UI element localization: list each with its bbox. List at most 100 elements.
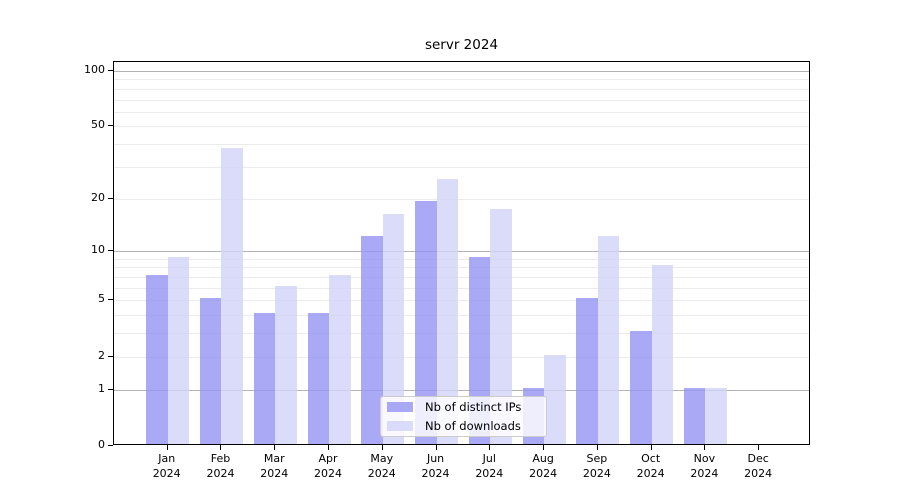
x-tick-month: Oct [641,452,661,465]
gridline-minor-70 [114,99,809,101]
gridline-minor-90 [114,79,809,81]
x-tick-apr [328,445,329,450]
bar-nb-of-distinct-ips-mar [253,313,276,444]
bar-nb-of-downloads-feb [221,148,243,444]
legend-swatch-downloads [387,421,413,431]
y-tick-label-100: 100 [84,62,105,76]
bar-nb-of-downloads-jan [167,256,190,444]
x-tick-year: 2024 [152,467,181,480]
x-tick-feb [220,445,222,450]
bar-nb-of-distinct-ips-jun [415,200,437,444]
y-tick-label-0: 0 [98,438,105,451]
x-tick-jan [166,445,168,450]
y-tick-label-20: 20 [91,190,105,204]
legend-item-downloads: Nb of downloads [387,418,540,433]
x-tick-label-jan: Jan 2024 [140,451,194,481]
y-tick-20 [108,197,113,199]
gridline-minor-8 [114,267,809,269]
y-tick-2 [108,355,113,357]
gridline-minor-9 [114,258,809,260]
bar-nb-of-distinct-ips-sep [576,298,598,444]
legend-swatch-distinct-ips [387,402,413,412]
bar-nb-of-downloads-sep [597,235,620,444]
x-tick-year: 2024 [367,467,396,480]
bar-nb-of-distinct-ips-feb [199,298,222,444]
x-tick-month: Aug [532,452,554,465]
gridline-minor-60 [114,111,809,113]
x-tick-month: Dec [747,452,769,465]
y-tick-50 [108,125,113,127]
y-tick-label-1: 1 [98,381,105,395]
x-tick-label-may: May 2024 [355,451,409,481]
y-tick-label-50: 50 [91,118,105,132]
x-tick-oct [650,445,652,450]
x-tick-label-oct: Oct 2024 [624,451,678,481]
gridline-minor-20 [114,198,809,200]
x-tick-year: 2024 [206,467,235,480]
y-tick-10 [108,250,113,252]
y-tick-1 [108,388,113,390]
x-tick-year: 2024 [744,467,773,480]
x-tick-year: 2024 [636,467,665,480]
gridline-minor-7 [114,277,809,279]
x-tick-label-sep: Sep 2024 [570,451,624,481]
x-tick-month: Feb [210,452,231,465]
x-tick-jul [489,445,491,450]
x-tick-month: Jul [482,452,496,465]
x-tick-may [381,445,383,450]
x-tick-label-dec: Dec 2024 [731,451,785,481]
bar-nb-of-distinct-ips-oct [630,331,652,444]
x-tick-year: 2024 [475,467,504,480]
x-tick-jun [435,445,437,450]
gridline-minor-6 [114,287,809,289]
gridline-minor-40 [114,144,809,146]
gridline-minor-30 [114,166,809,168]
gridline-major-10 [114,251,809,253]
x-tick-year: 2024 [690,467,719,480]
x-tick-year: 2024 [260,467,289,480]
bar-nb-of-downloads-may [382,213,405,444]
x-tick-label-feb: Feb 2024 [193,451,247,481]
x-tick-label-jul: Jul 2024 [462,451,516,481]
x-tick-label-aug: Aug 2024 [516,451,570,481]
bar-nb-of-downloads-nov [705,387,727,444]
x-tick-sep [596,445,598,450]
bar-nb-of-downloads-apr [329,275,351,444]
x-tick-year: 2024 [529,467,558,480]
x-tick-nov [704,445,706,450]
bar-nb-of-downloads-jun [436,179,459,444]
gridline-minor-3 [114,333,809,335]
gridline-minor-2 [114,356,809,358]
x-tick-month: Jun [426,452,445,465]
x-tick-mar [274,445,276,450]
x-tick-label-jun: Jun 2024 [409,451,463,481]
plot-area [113,61,810,445]
bar-nb-of-distinct-ips-apr [307,313,329,444]
gridline-minor-4 [114,315,809,317]
y-tick-5 [108,299,113,301]
x-tick-year: 2024 [582,467,611,480]
bar-nb-of-downloads-mar [275,285,297,444]
x-tick-label-apr: Apr 2024 [301,451,355,481]
y-tick-label-5: 5 [98,292,105,306]
y-tick-label-2: 2 [98,348,105,362]
legend-label-downloads: Nb of downloads [425,418,521,433]
x-tick-aug [543,445,545,450]
x-tick-month: Mar [263,452,285,465]
y-tick-100 [108,69,113,71]
y-tick-label-10: 10 [91,243,105,257]
legend-item-distinct-ips: Nb of distinct IPs [387,399,540,414]
x-tick-month: May [370,452,394,465]
legend-label-distinct-ips: Nb of distinct IPs [425,399,522,414]
gridline-major-100 [114,70,809,72]
bar-nb-of-downloads-jul [490,209,512,444]
bar-nb-of-distinct-ips-nov [683,387,706,444]
bar-nb-of-distinct-ips-jan [146,275,168,444]
legend: Nb of distinct IPs Nb of downloads [380,396,547,437]
gridline-minor-80 [114,88,809,90]
x-tick-month: Apr [318,452,338,465]
x-tick-year: 2024 [421,467,450,480]
gridline-minor-50 [114,126,809,128]
chart-title: servr 2024 [424,37,499,53]
